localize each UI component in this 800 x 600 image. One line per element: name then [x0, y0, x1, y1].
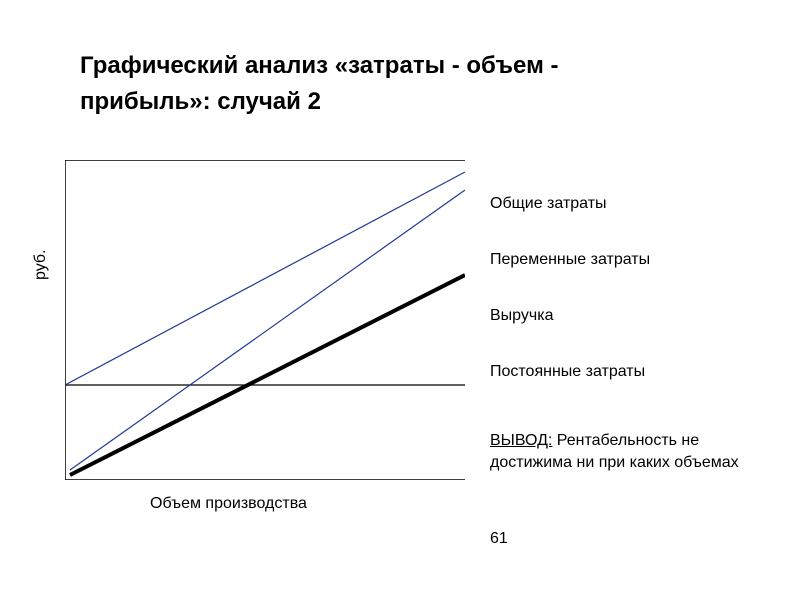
chart-svg: [65, 160, 465, 480]
legend-item-revenue: Выручка: [490, 307, 780, 325]
chart-title: Графический анализ «затраты - объем - пр…: [80, 48, 680, 120]
line-total-costs: [70, 190, 465, 470]
legend-item-total-costs: Общие затраты: [490, 195, 780, 213]
legend-item-variable-costs: Переменные затраты: [490, 251, 780, 269]
legend-item-fixed-costs: Постоянные затраты: [490, 363, 780, 381]
line-variable-costs: [65, 172, 465, 385]
line-revenue: [70, 275, 465, 475]
legend: Общие затраты Переменные затраты Выручка…: [490, 195, 780, 419]
cvp-chart: [65, 160, 465, 480]
conclusion-text: ВЫВОД: Рентабельность не достижима ни пр…: [490, 430, 780, 473]
page-number: 61: [490, 530, 508, 548]
x-axis-label: Объем производства: [150, 495, 307, 513]
y-axis-label: руб.: [32, 249, 50, 280]
conclusion-prefix: ВЫВОД:: [490, 432, 552, 449]
